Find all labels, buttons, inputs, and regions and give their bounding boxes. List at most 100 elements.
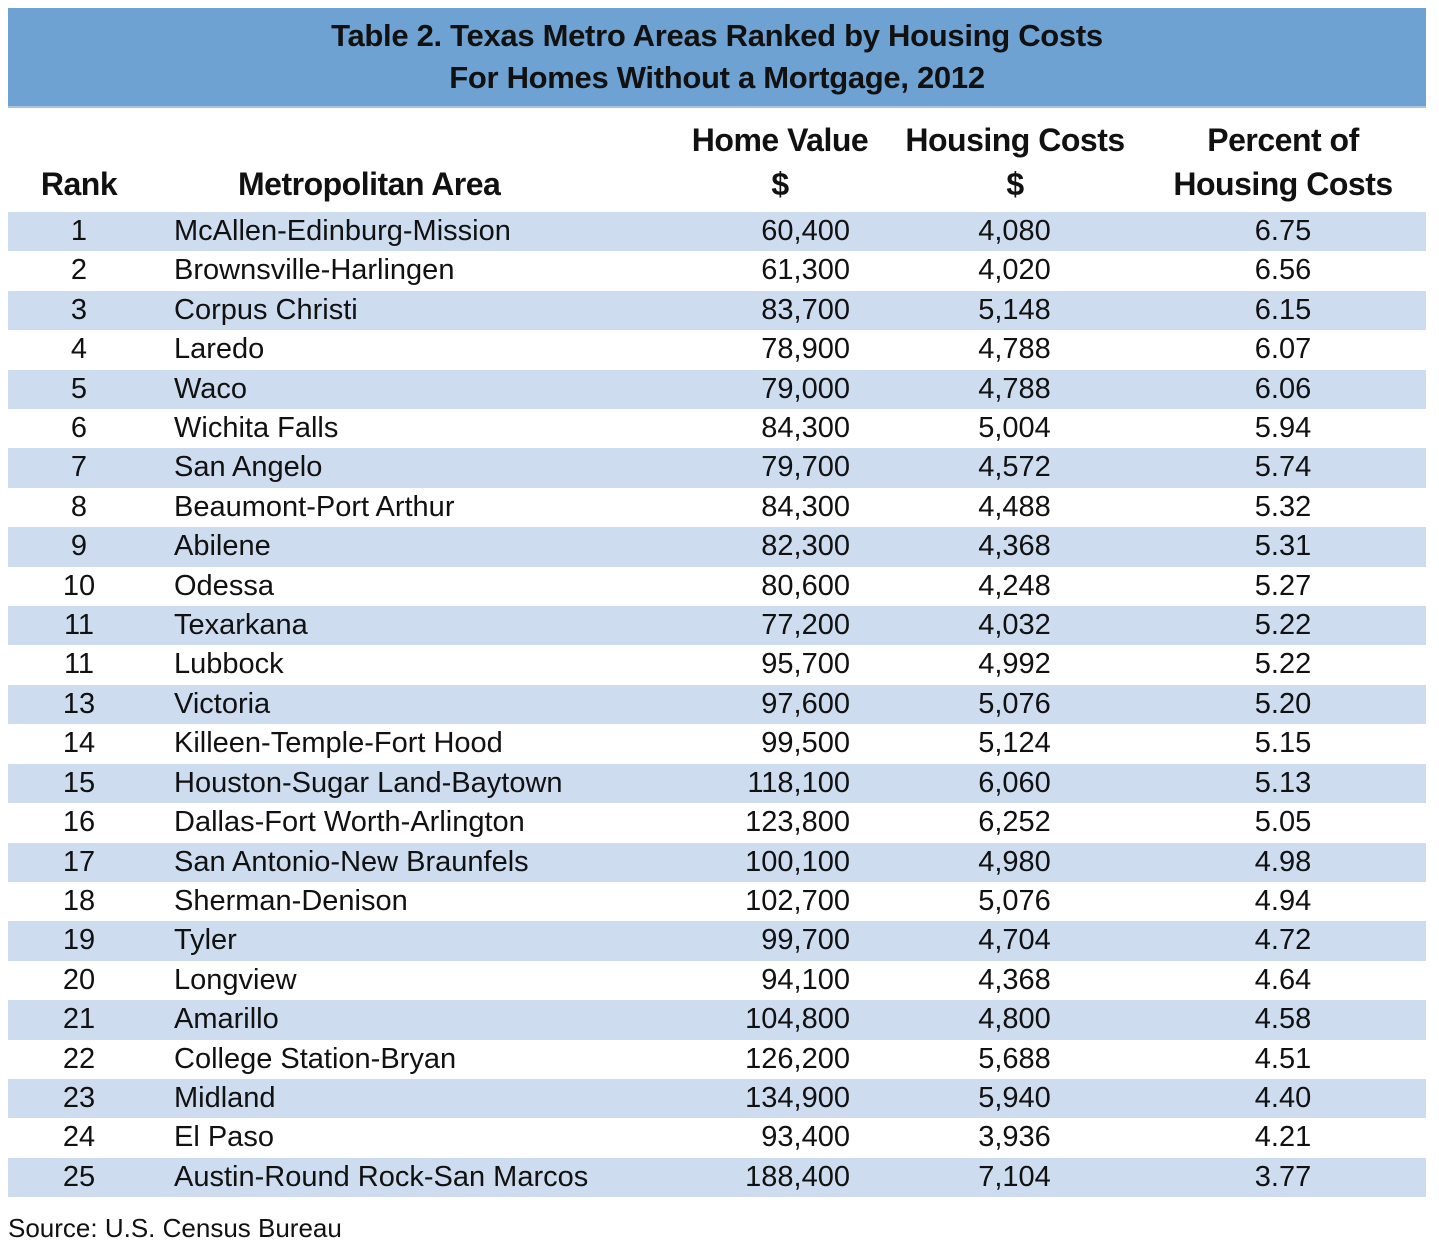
cell-metropolitan-area: Killeen-Temple-Fort Hood xyxy=(150,724,670,764)
table-row: 3 Corpus Christi 83,700 5,148 6.15 xyxy=(8,290,1426,331)
cell-home-value: 102,700 xyxy=(670,881,850,922)
cell-home-value: 78,900 xyxy=(670,330,850,370)
header-housing-costs-unit: $ xyxy=(1006,166,1024,202)
cell-percent-housing-costs: 4.98 xyxy=(1140,842,1426,882)
header-housing-costs-label: Housing Costs xyxy=(905,122,1125,158)
cell-rank: 15 xyxy=(8,763,150,804)
cell-percent-housing-costs: 5.32 xyxy=(1140,487,1426,528)
table-row: 19 Tyler 99,700 4,704 4.72 xyxy=(8,921,1426,961)
table-row: 13 Victoria 97,600 5,076 5.20 xyxy=(8,684,1426,725)
cell-metropolitan-area: McAllen-Edinburg-Mission xyxy=(150,212,670,252)
cell-metropolitan-area: Laredo xyxy=(150,330,670,370)
cell-metropolitan-area: College Station-Bryan xyxy=(150,1039,670,1079)
cell-rank: 6 xyxy=(8,409,150,449)
header-percent-label-1: Percent of xyxy=(1207,122,1359,158)
cell-rank: 25 xyxy=(8,1157,150,1198)
cell-home-value: 188,400 xyxy=(670,1157,850,1198)
cell-metropolitan-area: Sherman-Denison xyxy=(150,881,670,922)
cell-metropolitan-area: Amarillo xyxy=(150,1000,670,1040)
cell-home-value: 94,100 xyxy=(670,960,850,1001)
cell-metropolitan-area: El Paso xyxy=(150,1118,670,1158)
cell-percent-housing-costs: 4.58 xyxy=(1140,1000,1426,1040)
table-row: 21 Amarillo 104,800 4,800 4.58 xyxy=(8,1000,1426,1040)
cell-metropolitan-area: Odessa xyxy=(150,566,670,607)
cell-home-value: 77,200 xyxy=(670,606,850,646)
cell-rank: 13 xyxy=(8,684,150,725)
cell-home-value: 61,300 xyxy=(670,251,850,291)
cell-percent-housing-costs: 6.75 xyxy=(1140,212,1426,252)
cell-rank: 4 xyxy=(8,330,150,370)
cell-housing-costs: 4,368 xyxy=(850,960,1140,1001)
table-row: 9 Abilene 82,300 4,368 5.31 xyxy=(8,527,1426,567)
cell-housing-costs: 5,148 xyxy=(850,290,1140,331)
cell-metropolitan-area: Beaumont-Port Arthur xyxy=(150,487,670,528)
cell-percent-housing-costs: 4.51 xyxy=(1140,1039,1426,1079)
table-title-line-2: For Homes Without a Mortgage, 2012 xyxy=(449,60,985,95)
cell-rank: 7 xyxy=(8,448,150,488)
source-note: Source: U.S. Census Bureau xyxy=(8,1213,342,1243)
cell-home-value: 84,300 xyxy=(670,409,850,449)
table-row: 18 Sherman-Denison 102,700 5,076 4.94 xyxy=(8,881,1426,922)
table-row: 11 Lubbock 95,700 4,992 5.22 xyxy=(8,645,1426,685)
cell-housing-costs: 4,080 xyxy=(850,212,1140,252)
table-row: 24 El Paso 93,400 3,936 4.21 xyxy=(8,1118,1426,1158)
cell-home-value: 97,600 xyxy=(670,684,850,725)
header-housing-costs: Housing Costs $ xyxy=(850,108,1140,212)
cell-percent-housing-costs: 5.22 xyxy=(1140,606,1426,646)
cell-metropolitan-area: Corpus Christi xyxy=(150,290,670,331)
table-body: 1 McAllen-Edinburg-Mission 60,400 4,080 6.75… xyxy=(8,212,1426,1198)
cell-housing-costs: 4,800 xyxy=(850,1000,1140,1040)
header-home-value-unit: $ xyxy=(771,166,789,202)
header-metropolitan-area: Metropolitan Area xyxy=(238,166,501,202)
cell-percent-housing-costs: 5.74 xyxy=(1140,448,1426,488)
table-row: 4 Laredo 78,900 4,788 6.07 xyxy=(8,330,1426,370)
cell-housing-costs: 4,788 xyxy=(850,330,1140,370)
cell-rank: 20 xyxy=(8,960,150,1001)
cell-metropolitan-area: Dallas-Fort Worth-Arlington xyxy=(150,803,670,843)
cell-housing-costs: 5,940 xyxy=(850,1078,1140,1119)
cell-home-value: 83,700 xyxy=(670,290,850,331)
cell-percent-housing-costs: 4.21 xyxy=(1140,1118,1426,1158)
table-row: 22 College Station-Bryan 126,200 5,688 4.51 xyxy=(8,1039,1426,1079)
cell-percent-housing-costs: 4.40 xyxy=(1140,1078,1426,1119)
cell-percent-housing-costs: 6.06 xyxy=(1140,369,1426,410)
cell-percent-housing-costs: 5.94 xyxy=(1140,409,1426,449)
cell-home-value: 93,400 xyxy=(670,1118,850,1158)
cell-metropolitan-area: San Angelo xyxy=(150,448,670,488)
cell-percent-housing-costs: 4.72 xyxy=(1140,921,1426,961)
cell-metropolitan-area: Austin-Round Rock-San Marcos xyxy=(150,1157,670,1198)
header-home-value-label: Home Value xyxy=(691,122,869,158)
cell-home-value: 126,200 xyxy=(670,1039,850,1079)
cell-metropolitan-area: Lubbock xyxy=(150,645,670,685)
cell-housing-costs: 3,936 xyxy=(850,1118,1140,1158)
cell-rank: 19 xyxy=(8,921,150,961)
cell-rank: 3 xyxy=(8,290,150,331)
cell-home-value: 79,700 xyxy=(670,448,850,488)
table-row: 15 Houston-Sugar Land-Baytown 118,100 6,060… xyxy=(8,763,1426,804)
cell-housing-costs: 4,572 xyxy=(850,448,1140,488)
cell-rank: 8 xyxy=(8,487,150,528)
cell-home-value: 100,100 xyxy=(670,842,850,882)
cell-percent-housing-costs: 5.13 xyxy=(1140,763,1426,804)
cell-housing-costs: 5,688 xyxy=(850,1039,1140,1079)
cell-housing-costs: 4,020 xyxy=(850,251,1140,291)
cell-percent-housing-costs: 5.05 xyxy=(1140,803,1426,843)
cell-percent-housing-costs: 6.15 xyxy=(1140,290,1426,331)
table-row: 11 Texarkana 77,200 4,032 5.22 xyxy=(8,606,1426,646)
cell-housing-costs: 5,124 xyxy=(850,724,1140,764)
table-container: Table 2. Texas Metro Areas Ranked by Hou… xyxy=(8,8,1426,1198)
cell-rank: 10 xyxy=(8,566,150,607)
cell-housing-costs: 4,248 xyxy=(850,566,1140,607)
table-row: 6 Wichita Falls 84,300 5,004 5.94 xyxy=(8,409,1426,449)
header-rank: Rank xyxy=(40,166,118,202)
cell-metropolitan-area: Abilene xyxy=(150,527,670,567)
cell-home-value: 99,700 xyxy=(670,921,850,961)
cell-housing-costs: 4,368 xyxy=(850,527,1140,567)
cell-housing-costs: 4,032 xyxy=(850,606,1140,646)
cell-home-value: 123,800 xyxy=(670,803,850,843)
cell-housing-costs: 5,076 xyxy=(850,684,1140,725)
cell-percent-housing-costs: 4.94 xyxy=(1140,881,1426,922)
table-row: 16 Dallas-Fort Worth-Arlington 123,800 6,25… xyxy=(8,803,1426,843)
cell-home-value: 80,600 xyxy=(670,566,850,607)
cell-metropolitan-area: Houston-Sugar Land-Baytown xyxy=(150,763,670,804)
